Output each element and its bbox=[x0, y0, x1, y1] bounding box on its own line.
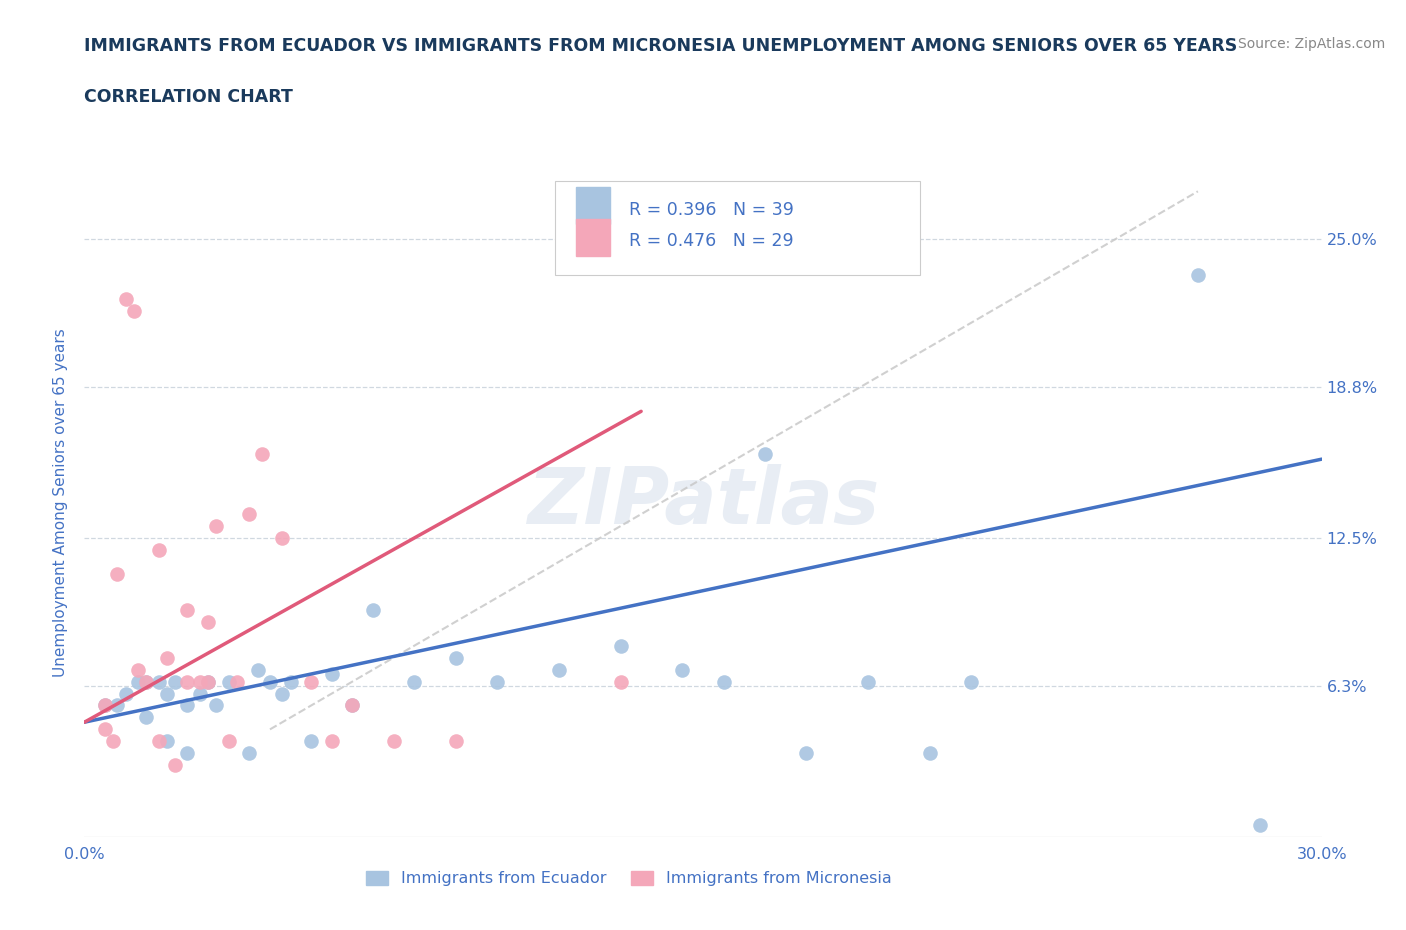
Point bbox=[342, 698, 364, 713]
Point bbox=[197, 615, 219, 630]
Point bbox=[176, 603, 198, 618]
Point bbox=[960, 674, 983, 689]
Legend: Immigrants from Ecuador, Immigrants from Micronesia: Immigrants from Ecuador, Immigrants from… bbox=[360, 864, 898, 893]
Point bbox=[205, 519, 228, 534]
Point bbox=[105, 698, 128, 713]
Point bbox=[218, 734, 240, 749]
FancyBboxPatch shape bbox=[575, 219, 610, 256]
Point bbox=[280, 674, 302, 689]
Point bbox=[94, 722, 117, 737]
Point bbox=[444, 650, 467, 665]
Point bbox=[856, 674, 879, 689]
Point bbox=[114, 686, 136, 701]
Point bbox=[299, 674, 322, 689]
Point bbox=[250, 447, 273, 462]
Point bbox=[299, 734, 322, 749]
Point bbox=[444, 734, 467, 749]
Point bbox=[321, 734, 343, 749]
Point bbox=[135, 710, 157, 724]
Text: IMMIGRANTS FROM ECUADOR VS IMMIGRANTS FROM MICRONESIA UNEMPLOYMENT AMONG SENIORS: IMMIGRANTS FROM ECUADOR VS IMMIGRANTS FR… bbox=[84, 37, 1237, 55]
Text: Source: ZipAtlas.com: Source: ZipAtlas.com bbox=[1237, 37, 1385, 51]
Point bbox=[176, 746, 198, 761]
Point bbox=[342, 698, 364, 713]
Point bbox=[259, 674, 281, 689]
Point bbox=[127, 662, 149, 677]
Point bbox=[238, 746, 260, 761]
Point bbox=[754, 447, 776, 462]
Point bbox=[165, 758, 187, 773]
Point bbox=[148, 734, 170, 749]
Point bbox=[176, 674, 198, 689]
Point bbox=[609, 638, 631, 653]
Point bbox=[94, 698, 117, 713]
Point bbox=[127, 674, 149, 689]
Point bbox=[188, 686, 211, 701]
Point bbox=[188, 674, 211, 689]
Point bbox=[382, 734, 405, 749]
Point bbox=[547, 662, 569, 677]
Text: R = 0.476   N = 29: R = 0.476 N = 29 bbox=[628, 232, 793, 250]
Point bbox=[135, 674, 157, 689]
Point bbox=[671, 662, 693, 677]
Point bbox=[135, 674, 157, 689]
Point bbox=[156, 686, 179, 701]
Point bbox=[713, 674, 735, 689]
Point bbox=[918, 746, 941, 761]
Text: R = 0.396   N = 39: R = 0.396 N = 39 bbox=[628, 201, 793, 219]
Point bbox=[246, 662, 269, 677]
Point bbox=[271, 531, 294, 546]
Point bbox=[794, 746, 817, 761]
Point bbox=[114, 291, 136, 306]
Point bbox=[148, 542, 170, 557]
Point bbox=[226, 674, 249, 689]
Point bbox=[205, 698, 228, 713]
Point bbox=[485, 674, 508, 689]
Point bbox=[156, 650, 179, 665]
Point bbox=[321, 667, 343, 682]
Point bbox=[165, 674, 187, 689]
Point bbox=[122, 303, 145, 318]
Point bbox=[1187, 268, 1209, 283]
Point bbox=[148, 674, 170, 689]
Point bbox=[197, 674, 219, 689]
Point bbox=[218, 674, 240, 689]
Point bbox=[176, 698, 198, 713]
FancyBboxPatch shape bbox=[554, 180, 920, 274]
Y-axis label: Unemployment Among Seniors over 65 years: Unemployment Among Seniors over 65 years bbox=[52, 328, 67, 677]
Point bbox=[94, 698, 117, 713]
Point bbox=[156, 734, 179, 749]
FancyBboxPatch shape bbox=[575, 188, 610, 224]
Point bbox=[404, 674, 426, 689]
Point bbox=[271, 686, 294, 701]
Point bbox=[103, 734, 125, 749]
Point bbox=[105, 566, 128, 581]
Point bbox=[238, 507, 260, 522]
Point bbox=[197, 674, 219, 689]
Point bbox=[609, 674, 631, 689]
Point bbox=[361, 603, 384, 618]
Text: ZIPatlas: ZIPatlas bbox=[527, 464, 879, 540]
Text: CORRELATION CHART: CORRELATION CHART bbox=[84, 88, 294, 106]
Point bbox=[1249, 817, 1271, 832]
